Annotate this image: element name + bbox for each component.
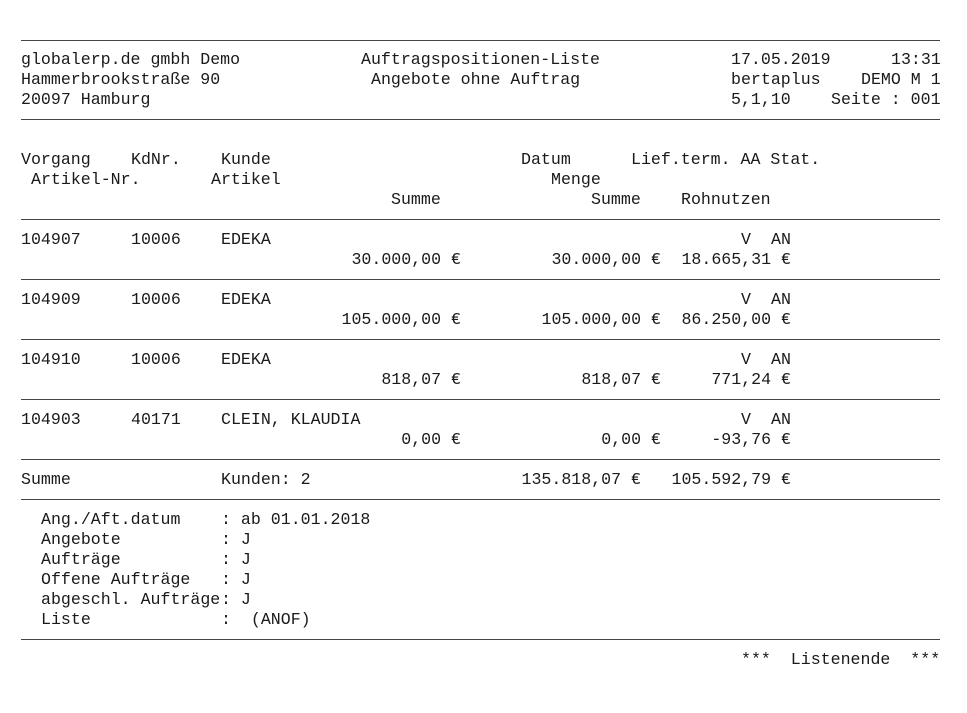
total-kunden: Kunden: 2 bbox=[221, 470, 311, 489]
row-summe1: 30.000,00 € bbox=[351, 250, 461, 269]
criteria-value: : J bbox=[221, 530, 251, 549]
row-rohnutzen: 86.250,00 € bbox=[681, 310, 791, 329]
col-summe1: Summe bbox=[391, 190, 441, 209]
row-stat: AN bbox=[771, 230, 791, 249]
criteria-label: Ang./Aft.datum bbox=[41, 510, 181, 529]
criteria-label: abgeschl. Aufträge bbox=[41, 590, 221, 609]
row-vorgang: 104903 bbox=[21, 410, 81, 429]
criteria-value: : J bbox=[221, 550, 251, 569]
row-summe1: 818,07 € bbox=[381, 370, 461, 389]
row-kdnr: 40171 bbox=[131, 410, 181, 429]
row-stat: AN bbox=[771, 290, 791, 309]
row-kunde: EDEKA bbox=[221, 290, 271, 309]
report-title: Auftragspositionen-Liste bbox=[361, 50, 600, 69]
col-menge: Menge bbox=[551, 170, 601, 189]
report-time: 13:31 bbox=[891, 50, 941, 69]
row-aa: V bbox=[741, 230, 751, 249]
row-vorgang: 104910 bbox=[21, 350, 81, 369]
col-vorgang: Vorgang bbox=[21, 150, 91, 169]
list-end: *** Listenende *** bbox=[741, 650, 941, 669]
col-kunde: Kunde bbox=[221, 150, 271, 169]
total-label: Summe bbox=[21, 470, 71, 489]
row-summe2: 818,07 € bbox=[581, 370, 661, 389]
company-street: Hammerbrookstraße 90 bbox=[21, 70, 221, 89]
row-summe2: 0,00 € bbox=[601, 430, 661, 449]
row-summe1: 105.000,00 € bbox=[341, 310, 462, 329]
row-summe1: 0,00 € bbox=[401, 430, 461, 449]
total-summe: 135.818,07 € bbox=[521, 470, 642, 489]
report-date: 17.05.2019 bbox=[731, 50, 831, 69]
row-summe2: 105.000,00 € bbox=[541, 310, 662, 329]
row-kdnr: 10006 bbox=[131, 230, 181, 249]
criteria-label: Aufträge bbox=[41, 550, 121, 569]
row-summe2: 30.000,00 € bbox=[551, 250, 661, 269]
report-user: bertaplus bbox=[731, 70, 821, 89]
report-mandant: DEMO M 1 bbox=[861, 70, 941, 89]
rule-row bbox=[21, 399, 940, 400]
row-kunde: EDEKA bbox=[221, 230, 271, 249]
rule-row bbox=[21, 339, 940, 340]
col-artikel: Artikel bbox=[211, 170, 281, 189]
row-rohnutzen: 771,24 € bbox=[711, 370, 791, 389]
company-city: 20097 Hamburg bbox=[21, 90, 151, 109]
total-rohnutzen: 105.592,79 € bbox=[671, 470, 792, 489]
row-aa: V bbox=[741, 290, 751, 309]
rule-total bbox=[21, 499, 940, 500]
report-page: Seite : 001 bbox=[831, 90, 941, 109]
row-rohnutzen: 18.665,31 € bbox=[681, 250, 791, 269]
criteria-value: : (ANOF) bbox=[221, 610, 311, 629]
row-kdnr: 10006 bbox=[131, 290, 181, 309]
row-kunde: EDEKA bbox=[221, 350, 271, 369]
rule-columns bbox=[21, 219, 940, 220]
criteria-value: : ab 01.01.2018 bbox=[221, 510, 371, 529]
row-kdnr: 10006 bbox=[131, 350, 181, 369]
criteria-label: Liste bbox=[41, 610, 91, 629]
col-rohnutzen: Rohnutzen bbox=[681, 190, 771, 209]
company-name: globalerp.de gmbh Demo bbox=[21, 50, 241, 69]
row-vorgang: 104909 bbox=[21, 290, 81, 309]
row-stat: AN bbox=[771, 410, 791, 429]
row-aa: V bbox=[741, 350, 751, 369]
col-summe2: Summe bbox=[591, 190, 641, 209]
report-subtitle: Angebote ohne Auftrag bbox=[371, 70, 581, 89]
col-lieftermin: Lief.term. AA Stat. bbox=[631, 150, 821, 169]
criteria-label: Offene Aufträge bbox=[41, 570, 191, 589]
row-kunde: CLEIN, KLAUDIA bbox=[221, 410, 361, 429]
rule-header bbox=[21, 119, 940, 120]
rule-row bbox=[21, 279, 940, 280]
criteria-value: : J bbox=[221, 570, 251, 589]
rule-top bbox=[21, 40, 940, 41]
col-artikelnr: Artikel-Nr. bbox=[31, 170, 141, 189]
rule-criteria bbox=[21, 639, 940, 640]
col-datum: Datum bbox=[521, 150, 571, 169]
row-stat: AN bbox=[771, 350, 791, 369]
report-version: 5,1,10 bbox=[731, 90, 791, 109]
criteria-label: Angebote bbox=[41, 530, 121, 549]
rule-row bbox=[21, 459, 940, 460]
row-rohnutzen: -93,76 € bbox=[711, 430, 791, 449]
col-kdnr: KdNr. bbox=[131, 150, 181, 169]
row-aa: V bbox=[741, 410, 751, 429]
criteria-value: : J bbox=[221, 590, 251, 609]
row-vorgang: 104907 bbox=[21, 230, 81, 249]
